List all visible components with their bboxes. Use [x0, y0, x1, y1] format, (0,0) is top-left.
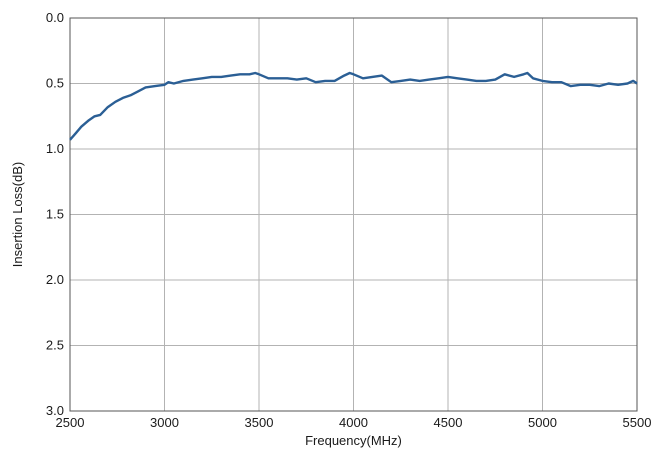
- x-tick-label: 5000: [528, 415, 557, 430]
- y-tick-label: 0.5: [46, 76, 64, 91]
- x-tick-label: 3000: [150, 415, 179, 430]
- y-tick-label: 1.0: [46, 141, 64, 156]
- y-tick-label: 2.5: [46, 338, 64, 353]
- grid-lines: [70, 18, 637, 411]
- y-tick-label: 2.0: [46, 272, 64, 287]
- y-axis-title: Insertion Loss(dB): [10, 162, 25, 268]
- x-tick-label: 4500: [434, 415, 463, 430]
- y-tick-label: 0.0: [46, 10, 64, 25]
- x-tick-label: 4000: [339, 415, 368, 430]
- x-tick-label: 5500: [623, 415, 652, 430]
- y-tick-label: 1.5: [46, 207, 64, 222]
- x-tick-labels: 2500 3000 3500 4000 4500 5000 5500: [56, 415, 652, 430]
- x-axis-title: Frequency(MHz): [305, 433, 402, 448]
- y-tick-labels: 0.0 0.5 1.0 1.5 2.0 2.5 3.0: [46, 10, 64, 418]
- x-tick-label: 3500: [245, 415, 274, 430]
- y-tick-label: 3.0: [46, 403, 64, 418]
